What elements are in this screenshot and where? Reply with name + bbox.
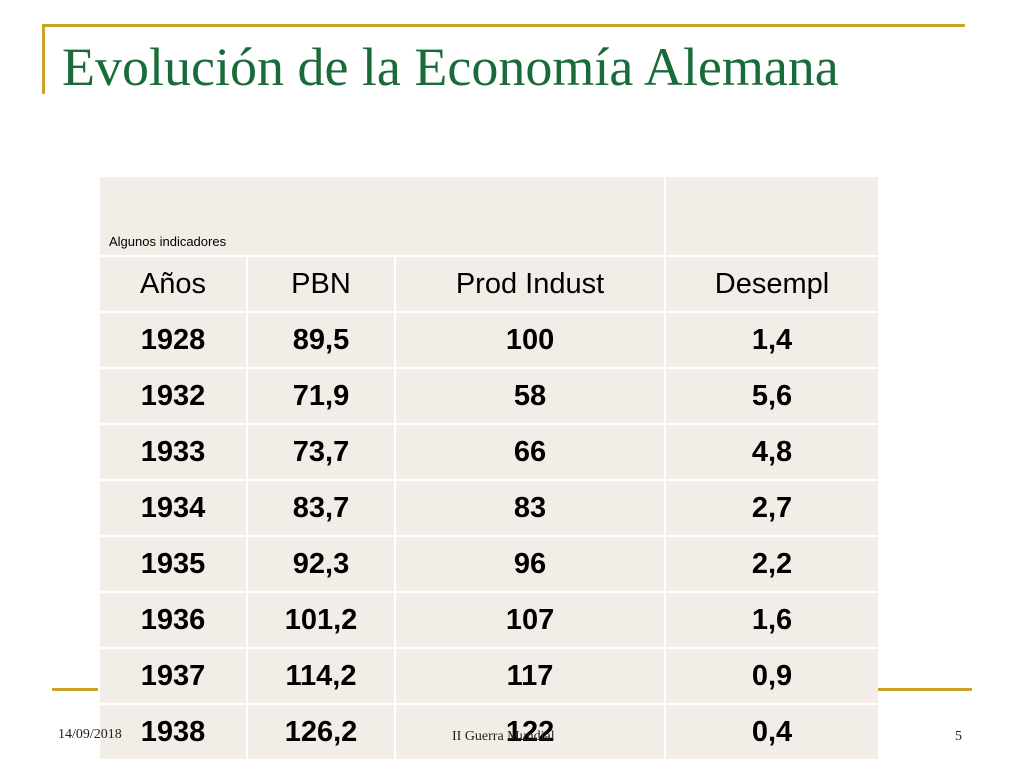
footer-line-left: [52, 688, 98, 691]
frame-left-line: [42, 24, 45, 94]
table-caption: Algunos indicadores: [109, 233, 227, 249]
table-cell: 1928: [98, 311, 248, 369]
table-cell: 5,6: [664, 367, 881, 425]
table-cell: 1934: [98, 479, 248, 537]
table-cell: 92,3: [246, 535, 396, 593]
table-cell: 83,7: [246, 479, 396, 537]
table-cell: 1938: [98, 703, 248, 761]
footer-title: II Guerra Mundial: [452, 729, 555, 744]
table-cell: 101,2: [246, 591, 396, 649]
table-cell: 114,2: [246, 647, 396, 705]
table-cell: 83: [393, 479, 667, 537]
table-caption-empty-cell: [664, 175, 881, 257]
table-row: 1935 92,3 96 2,2: [98, 535, 881, 593]
table-header-row: Años PBN Prod Indust Desempl: [98, 255, 881, 313]
table-cell: 2,2: [664, 535, 881, 593]
frame-top-line: [42, 24, 965, 27]
column-header: Años: [98, 255, 248, 313]
table-row: 1938 126,2 122 0,4: [98, 703, 881, 761]
table-cell: 2,7: [664, 479, 881, 537]
table-cell: 73,7: [246, 423, 396, 481]
table-row: 1933 73,7 66 4,8: [98, 423, 881, 481]
footer-date: 14/09/2018: [58, 727, 122, 742]
table-row: 1928 89,5 100 1,4: [98, 311, 881, 369]
table-cell: 100: [393, 311, 667, 369]
table-cell: 96: [393, 535, 667, 593]
table-cell: 1935: [98, 535, 248, 593]
indicators-table: Algunos indicadores Años PBN Prod Indust…: [97, 175, 881, 761]
slide-title: Evolución de la Economía Alemana: [62, 37, 839, 97]
table-row: 1936 101,2 107 1,6: [98, 591, 881, 649]
table-cell: 89,5: [246, 311, 396, 369]
column-header: PBN: [246, 255, 396, 313]
table-row: 1932 71,9 58 5,6: [98, 367, 881, 425]
table-cell: 58: [393, 367, 667, 425]
table-row: 1934 83,7 83 2,7: [98, 479, 881, 537]
table-row: 1937 114,2 117 0,9: [98, 647, 881, 705]
table-cell: 0,9: [664, 647, 881, 705]
table-cell: 1932: [98, 367, 248, 425]
table-cell: 71,9: [246, 367, 396, 425]
table-cell: 66: [393, 423, 667, 481]
table-cell: 1933: [98, 423, 248, 481]
table-cell: 4,8: [664, 423, 881, 481]
table-cell: 107: [393, 591, 667, 649]
table-caption-cell: Algunos indicadores: [97, 175, 667, 257]
column-header: Prod Indust: [393, 255, 667, 313]
table-caption-row: Algunos indicadores: [97, 175, 881, 257]
table-cell: 117: [393, 647, 667, 705]
table-cell: 1937: [98, 647, 248, 705]
table-cell: 1,4: [664, 311, 881, 369]
table-cell: 126,2: [246, 703, 396, 761]
table-cell: 122: [393, 703, 667, 761]
table-cell: 1,6: [664, 591, 881, 649]
footer-line-right: [878, 688, 972, 691]
table-cell: 1936: [98, 591, 248, 649]
table-cell: 0,4: [664, 703, 881, 761]
column-header: Desempl: [664, 255, 881, 313]
page-number: 5: [955, 729, 962, 744]
